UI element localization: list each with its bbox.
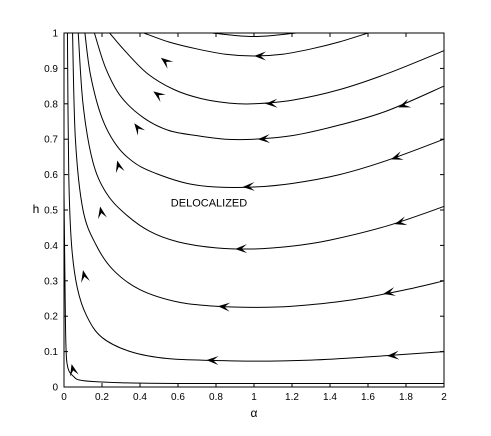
region-annotation: DELOCALIZED [171,197,247,209]
flow-arrow [257,134,271,144]
flow-line-6 [109,32,445,105]
x-tick-label: 1.2 [285,392,299,403]
x-tick-label: 2 [441,392,447,403]
x-tick-label: 1.6 [361,392,375,403]
y-tick-label: 0 [52,383,58,394]
y-tick-label: 0.2 [44,312,58,323]
y-tick-label: 0.5 [44,206,58,217]
flow-arrow [394,216,408,226]
x-axis-label: α [251,406,258,420]
flow-arrow [265,98,278,108]
flow-arrow [70,363,79,377]
x-tick-label: 0.2 [95,392,109,403]
flow-line-5 [93,32,445,141]
y-tick-label: 0.8 [44,99,58,110]
y-tick-label: 0.6 [44,170,58,181]
x-tick-label: 0.6 [171,392,185,403]
flow-arrows [70,51,412,377]
x-tick-label: 0.8 [209,392,223,403]
x-tick-label: 0 [61,392,67,403]
flow-line-1 [66,32,445,362]
y-tick-label: 0.7 [44,135,58,146]
y-tick-label: 0.3 [44,276,58,287]
flow-lines [63,32,445,385]
x-tick-label: 1.8 [399,392,413,403]
flow-arrow [390,151,404,160]
y-tick-label: 1 [52,29,58,40]
flow-line-2 [72,32,445,308]
flow-arrow [206,355,219,365]
y-axis-label: h [33,202,40,216]
y-tick-label: 0.4 [44,241,58,252]
x-tick-label: 0.4 [133,392,147,403]
x-tick-labels: 0 0.2 0.4 0.6 0.8 1 1.2 1.4 1.6 1.8 2 [61,392,447,403]
flow-arrow [398,98,412,108]
axis-ticks [63,32,445,388]
flow-arrow [254,51,266,61]
y-tick-labels: 0 0.1 0.2 0.3 0.4 0.5 0.6 0.7 0.8 0.9 1 [44,29,58,394]
flow-line-3 [77,32,445,250]
flow-arrow [242,181,255,191]
x-tick-label: 1 [251,392,257,403]
flow-arrow [81,270,90,283]
flow-arrow [160,57,174,69]
y-tick-label: 0.9 [44,64,58,75]
x-tick-label: 1.4 [323,392,337,403]
flow-arrow [153,91,166,103]
flow-line-4 [84,32,445,188]
flow-arrow [387,350,400,360]
flow-arrow [98,206,107,220]
flow-arrow [217,302,231,312]
flow-arrow [383,287,396,296]
flow-arrow [115,160,125,174]
y-tick-label: 0.1 [44,347,58,358]
flow-arrow [235,244,248,254]
flow-arrow [134,123,146,136]
flow-line-0 [63,192,444,385]
